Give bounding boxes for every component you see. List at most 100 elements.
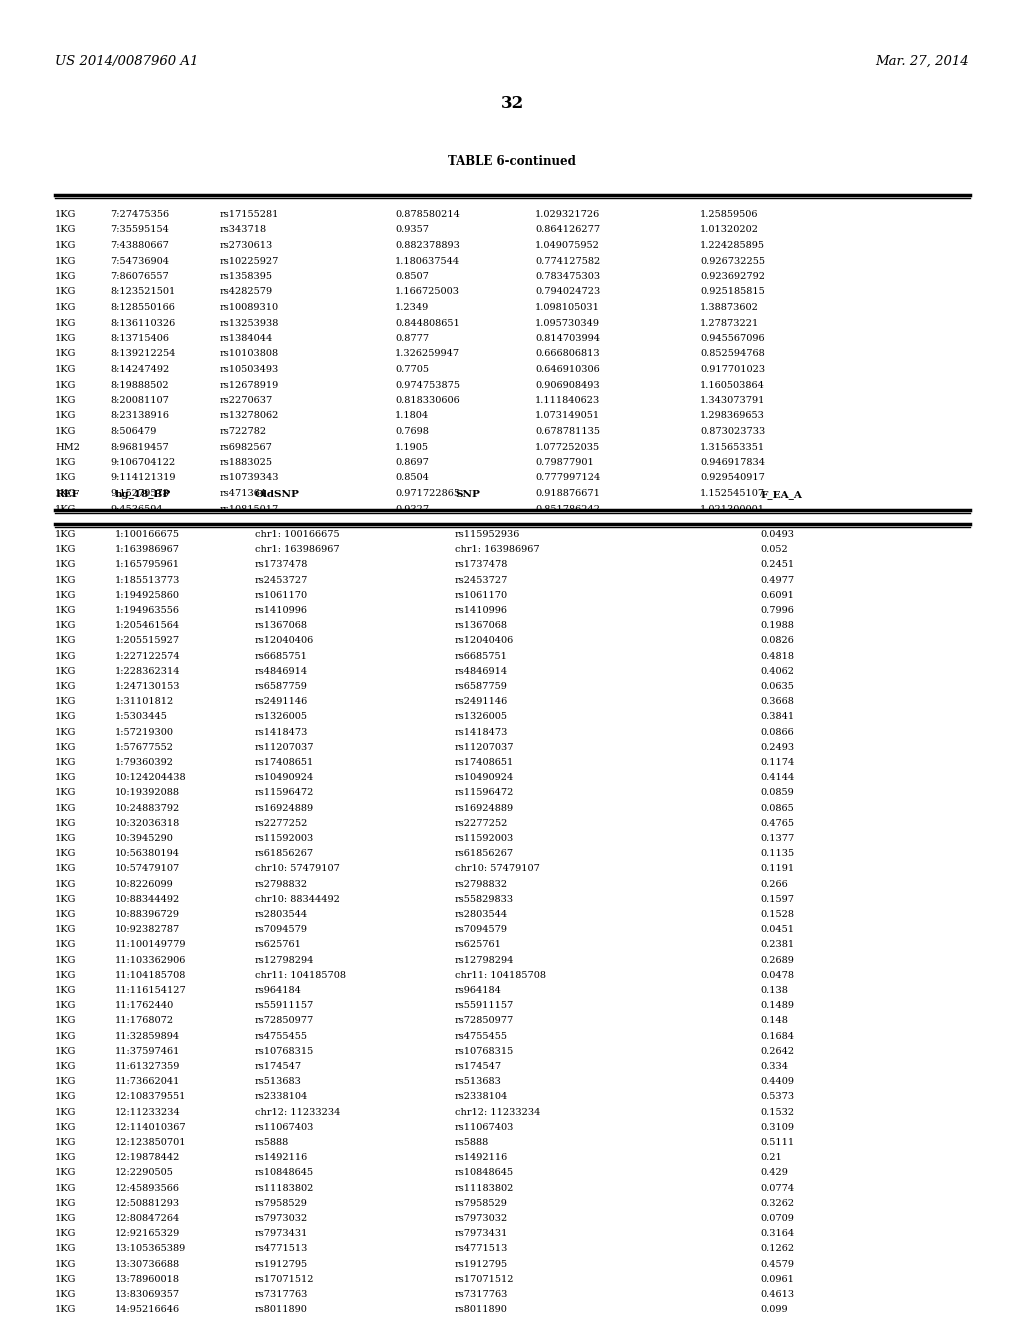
Text: rs8011890: rs8011890 [455,1305,508,1315]
Text: rs1326005: rs1326005 [455,713,508,722]
Text: 1KG: 1KG [55,1245,77,1254]
Text: rs625761: rs625761 [255,940,302,949]
Text: rs10848645: rs10848645 [255,1168,314,1177]
Text: 0.646910306: 0.646910306 [535,366,600,374]
Text: 1:185513773: 1:185513773 [115,576,180,585]
Text: rs343718: rs343718 [220,226,267,235]
Text: chr1: 100166675: chr1: 100166675 [255,531,340,539]
Text: 1.077252035: 1.077252035 [535,442,600,451]
Text: rs1737478: rs1737478 [455,561,508,569]
Text: rs17071512: rs17071512 [255,1275,314,1284]
Text: 1.152545107: 1.152545107 [700,488,765,498]
Text: 1:228362314: 1:228362314 [115,667,180,676]
Text: 0.1135: 0.1135 [760,849,795,858]
Text: 0.0826: 0.0826 [760,636,794,645]
Text: rs4846914: rs4846914 [455,667,508,676]
Text: 1KG: 1KG [55,256,77,265]
Text: 0.0635: 0.0635 [760,682,794,690]
Text: F_EA_A: F_EA_A [760,490,802,499]
Text: rs1912795: rs1912795 [455,1259,508,1269]
Text: 0.4977: 0.4977 [760,576,795,585]
Text: TABLE 6-continued: TABLE 6-continued [449,154,575,168]
Text: 7:43880667: 7:43880667 [110,242,169,249]
Text: rs2277252: rs2277252 [455,818,508,828]
Text: 0.971722865: 0.971722865 [395,488,460,498]
Text: 1.2349: 1.2349 [395,304,429,312]
Text: rs4755455: rs4755455 [455,1032,508,1040]
Text: rs6685751: rs6685751 [255,652,308,660]
Text: 11:100149779: 11:100149779 [115,940,186,949]
Text: 1KG: 1KG [55,1154,77,1162]
Text: 9:4536594: 9:4536594 [110,504,163,513]
Text: 1KG: 1KG [55,426,77,436]
Text: 1.1804: 1.1804 [395,412,429,421]
Text: rs7973431: rs7973431 [455,1229,508,1238]
Text: rs12040406: rs12040406 [455,636,514,645]
Text: 1KG: 1KG [55,366,77,374]
Text: hg_18_BP: hg_18_BP [115,490,171,499]
Text: rs10768315: rs10768315 [455,1047,514,1056]
Text: 13:83069357: 13:83069357 [115,1290,180,1299]
Text: 0.3164: 0.3164 [760,1229,795,1238]
Text: 0.0478: 0.0478 [760,970,794,979]
Text: 11:32859894: 11:32859894 [115,1032,180,1040]
Text: 1:57677552: 1:57677552 [115,743,174,752]
Text: 0.844808651: 0.844808651 [395,318,460,327]
Text: 9:15279578: 9:15279578 [110,488,169,498]
Text: 1.166725003: 1.166725003 [395,288,460,297]
Text: rs17408651: rs17408651 [455,758,514,767]
Text: 0.852594768: 0.852594768 [700,350,765,359]
Text: rs964184: rs964184 [255,986,302,995]
Text: 7:54736904: 7:54736904 [110,256,169,265]
Text: 8:13715406: 8:13715406 [110,334,169,343]
Text: 1:163986967: 1:163986967 [115,545,180,554]
Text: 1:194963556: 1:194963556 [115,606,180,615]
Text: chr1: 163986967: chr1: 163986967 [255,545,340,554]
Text: 0.0774: 0.0774 [760,1184,795,1192]
Text: rs7317763: rs7317763 [255,1290,308,1299]
Text: 0.1174: 0.1174 [760,758,795,767]
Text: 8:128550166: 8:128550166 [110,304,175,312]
Text: 1KG: 1KG [55,956,77,965]
Text: rs1883025: rs1883025 [220,458,273,467]
Text: 11:37597461: 11:37597461 [115,1047,180,1056]
Text: 0.2451: 0.2451 [760,561,795,569]
Text: 0.851786242: 0.851786242 [535,504,600,513]
Text: 12:50881293: 12:50881293 [115,1199,180,1208]
Text: 1:79360392: 1:79360392 [115,758,174,767]
Text: 1.38873602: 1.38873602 [700,304,759,312]
Text: rs11183802: rs11183802 [455,1184,514,1192]
Text: rs4282579: rs4282579 [220,288,273,297]
Text: 1KG: 1KG [55,488,77,498]
Text: rs10768315: rs10768315 [255,1047,314,1056]
Text: 1KG: 1KG [55,288,77,297]
Text: 10:124204438: 10:124204438 [115,774,186,783]
Text: 8:136110326: 8:136110326 [110,318,175,327]
Text: chr12: 11233234: chr12: 11233234 [455,1107,541,1117]
Text: 1.343073791: 1.343073791 [700,396,765,405]
Text: 1KG: 1KG [55,226,77,235]
Text: 1KG: 1KG [55,788,77,797]
Text: 1KG: 1KG [55,849,77,858]
Text: HM2: HM2 [55,442,80,451]
Text: 0.678781135: 0.678781135 [535,426,600,436]
Text: rs5888: rs5888 [255,1138,289,1147]
Text: rs1326005: rs1326005 [255,713,308,722]
Text: 1KG: 1KG [55,210,77,219]
Text: 8:506479: 8:506479 [110,426,157,436]
Text: 1KG: 1KG [55,909,77,919]
Text: 1.049075952: 1.049075952 [535,242,600,249]
Text: 1KG: 1KG [55,606,77,615]
Text: 11:1762440: 11:1762440 [115,1001,174,1010]
Text: 1.180637544: 1.180637544 [395,256,460,265]
Text: 1KG: 1KG [55,1275,77,1284]
Text: 1KG: 1KG [55,986,77,995]
Text: 1KG: 1KG [55,1305,77,1315]
Text: 0.4613: 0.4613 [760,1290,795,1299]
Text: 1KG: 1KG [55,697,77,706]
Text: rs61856267: rs61856267 [455,849,514,858]
Text: 12:45893566: 12:45893566 [115,1184,180,1192]
Text: 0.9357: 0.9357 [395,226,429,235]
Text: 1KG: 1KG [55,380,77,389]
Text: 0.1489: 0.1489 [760,1001,794,1010]
